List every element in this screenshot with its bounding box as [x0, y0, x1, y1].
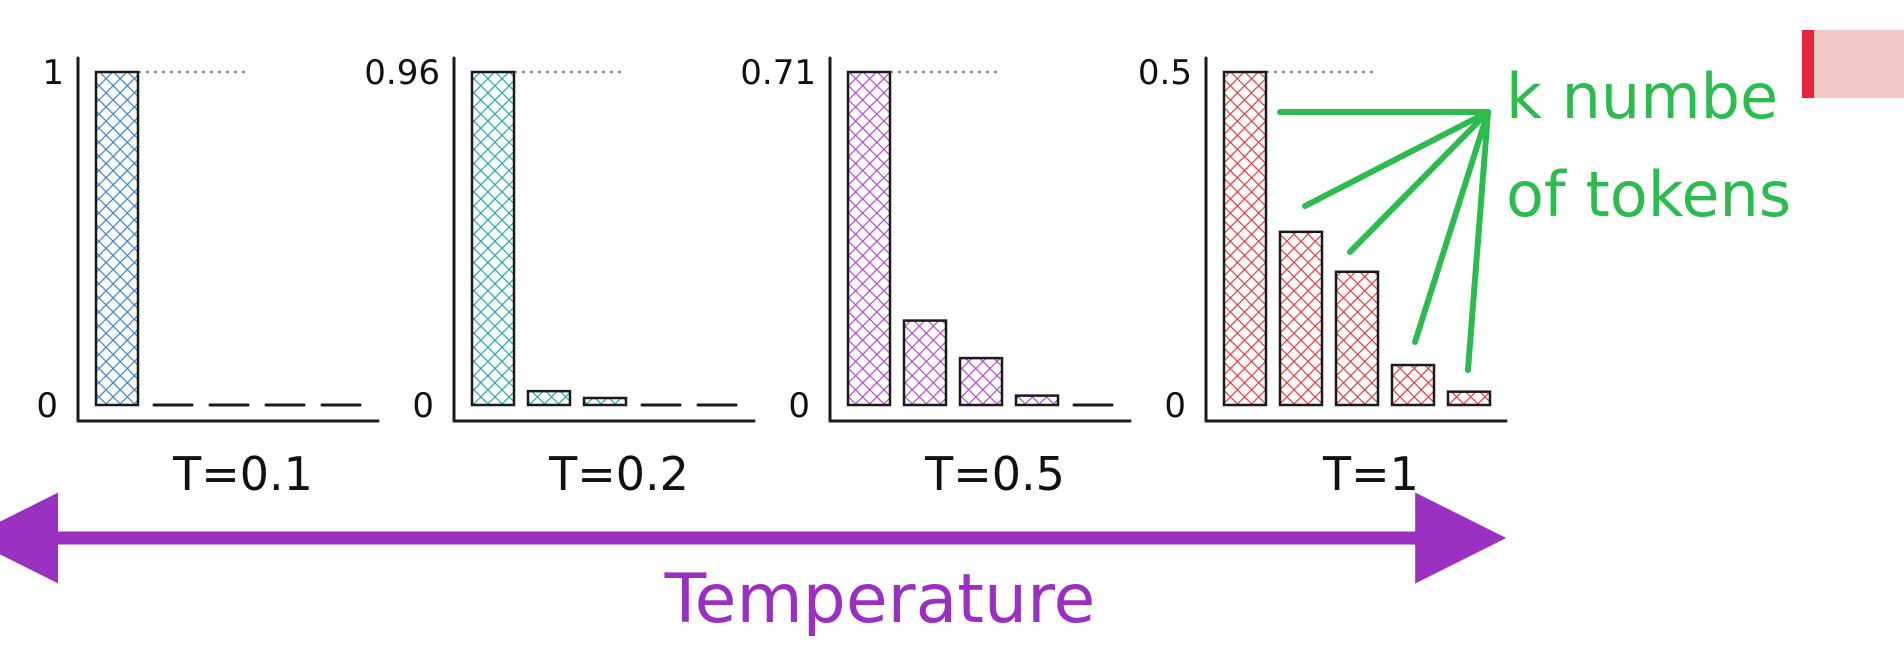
- bar-panel-2-3: [582, 396, 628, 407]
- panel-3: 0.71 0 T=0.5: [740, 53, 1132, 501]
- bar-panel-2-2: [526, 389, 572, 407]
- temperature-axis-title: Temperature: [664, 560, 1096, 639]
- annotation-pointer-4: [1412, 109, 1491, 345]
- y-tick-top-label-1: 1: [42, 53, 64, 93]
- temperature-label-3: T=0.5: [924, 447, 1065, 501]
- y-tick-bottom-label-4: 0: [1164, 386, 1186, 426]
- y-tick-bottom-label-2: 0: [412, 386, 434, 426]
- logo-stamp-edge: [1802, 30, 1814, 98]
- temperature-label-2: T=0.2: [548, 447, 689, 501]
- y-tick-top-label-3: 0.71: [740, 53, 816, 93]
- bar-panel-4-4: [1390, 363, 1436, 407]
- chart-panels: 1 0 T=0.1 0.96 0 T=0.2 0.71 0 T=0.5 0.5 0 T=1: [36, 53, 1508, 501]
- panel-2: 0.96 0 T=0.2: [364, 53, 756, 501]
- bar-panel-3-2: [902, 319, 948, 407]
- y-tick-top-label-4: 0.5: [1138, 53, 1192, 93]
- y-tick-top-label-2: 0.96: [364, 53, 440, 93]
- bar-panel-4-2: [1278, 230, 1324, 407]
- bar-panel-3-4: [1014, 394, 1060, 407]
- temperature-label-1: T=0.1: [172, 447, 313, 501]
- bar-panel-4-1: [1222, 70, 1268, 407]
- bar-panel-3-3: [958, 356, 1004, 407]
- temperature-label-4: T=1: [1322, 447, 1419, 501]
- bar-panel-1-1: [94, 70, 140, 407]
- annotation-pointer-2: [1302, 109, 1491, 209]
- panel-4: 0.5 0 T=1: [1138, 53, 1508, 501]
- temperature-axis: Temperature: [0, 492, 1507, 639]
- y-tick-bottom-label-3: 0: [788, 386, 810, 426]
- bar-panel-4-5: [1446, 390, 1492, 407]
- bar-panel-3-1: [846, 70, 892, 407]
- y-tick-bottom-label-1: 0: [36, 386, 58, 426]
- annotation-line-1: k numbe: [1506, 60, 1778, 133]
- annotation-pointer-3: [1347, 109, 1491, 255]
- bar-panel-4-3: [1334, 270, 1380, 407]
- annotation-line-2: of tokens: [1506, 158, 1791, 231]
- panel-1: 1 0 T=0.1: [36, 53, 380, 501]
- blurred-logo-stamp: [1802, 30, 1904, 98]
- k-number-of-tokens-annotation: k numbe of tokens: [1277, 30, 1904, 373]
- bar-panel-2-1: [470, 70, 516, 407]
- annotation-pointer-5: [1465, 109, 1491, 373]
